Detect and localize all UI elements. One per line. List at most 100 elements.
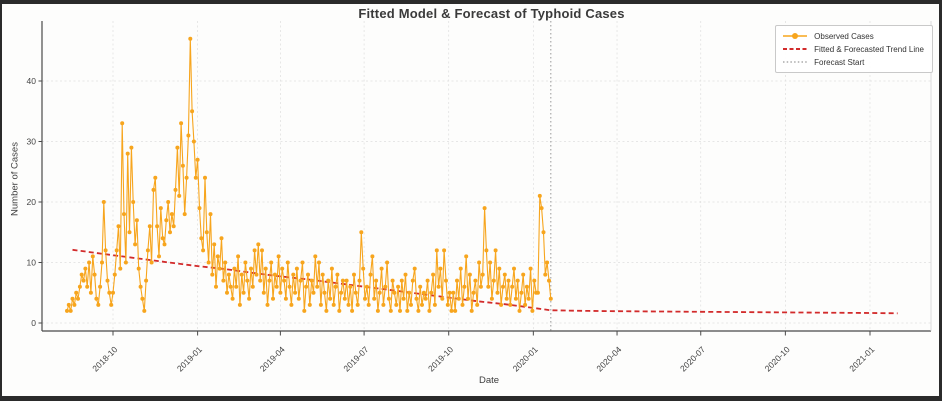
observed-data-point [280, 266, 285, 271]
observed-data-point [208, 212, 213, 217]
observed-data-point [324, 308, 329, 313]
observed-data-point [293, 290, 298, 295]
observed-data-point [287, 284, 292, 289]
observed-data-point [403, 272, 408, 277]
observed-data-point [193, 175, 198, 180]
observed-data-point [88, 290, 93, 295]
x-tick-label: 2019-01 [175, 344, 204, 373]
observed-data-point [226, 272, 231, 277]
observed-data-point [74, 290, 79, 295]
observed-data-point [283, 296, 288, 301]
observed-data-point [147, 224, 152, 229]
observed-data-point [109, 302, 114, 307]
observed-data-point [515, 278, 520, 283]
observed-data-point [92, 272, 97, 277]
observed-data-point [346, 302, 351, 307]
observed-data-point [504, 296, 509, 301]
observed-data-point [344, 278, 349, 283]
observed-data-point [423, 296, 428, 301]
observed-data-point [267, 278, 272, 283]
dotted-line-icon [783, 61, 808, 63]
observed-data-point [502, 272, 507, 277]
observed-data-point [499, 302, 504, 307]
observed-data-point [329, 266, 334, 271]
chart-title: Fitted Model & Forecast of Typhoid Cases [358, 6, 625, 21]
observed-data-point [186, 133, 191, 138]
observed-data-point [471, 290, 476, 295]
observed-data-point [274, 284, 279, 289]
observed-data-point [241, 290, 246, 295]
observed-data-point [364, 284, 369, 289]
observed-data-point [111, 290, 115, 295]
observed-data-point [188, 36, 193, 41]
observed-data-point [221, 278, 226, 283]
observed-data-point [482, 206, 487, 211]
legend-item-observed: Observed Cases [782, 30, 924, 42]
observed-data-point [203, 175, 207, 180]
observed-data-point [285, 260, 290, 265]
observed-data-point [473, 278, 478, 283]
observed-data-point [236, 254, 241, 259]
observed-data-point [335, 272, 340, 277]
plot-svg: 2018-10 2019-01 2019-04 2019-07 2019-10 2020-… [27, 21, 932, 373]
observed-data-point [164, 218, 169, 223]
observed-data-point [118, 266, 123, 271]
observed-data-point [225, 290, 229, 295]
observed-data-point [131, 200, 136, 204]
observed-data-point [184, 175, 189, 180]
observed-data-point [125, 151, 130, 156]
observed-data-point [199, 236, 204, 241]
observed-data-point [547, 278, 551, 283]
observed-data-point [210, 272, 215, 277]
observed-data-point [383, 284, 388, 289]
x-axis-label: Date [478, 375, 500, 386]
y-tick-label: 20 [27, 197, 37, 207]
observed-data-point [276, 254, 281, 259]
observed-data-point [370, 254, 375, 259]
observed-data-point [182, 212, 187, 217]
observed-data-point [388, 308, 393, 313]
observed-data-point [453, 308, 458, 313]
observed-data-point [122, 212, 126, 217]
observed-data-point [83, 266, 88, 271]
observed-data-point [263, 266, 268, 271]
observed-data-point [451, 290, 456, 295]
observed-data-point [374, 278, 379, 283]
observed-data-point [493, 248, 498, 253]
observed-data-point [162, 242, 167, 247]
observed-data-point [296, 296, 301, 301]
observed-data-point [195, 157, 200, 162]
observed-data-point [315, 284, 320, 289]
y-axis-label: Number of Cases [9, 142, 21, 216]
observed-data-point [201, 248, 206, 253]
observed-data-point [486, 284, 491, 289]
observed-data-point [480, 272, 485, 277]
observed-data-point [309, 278, 314, 283]
observed-data-point [425, 278, 430, 283]
observed-data-point [249, 266, 253, 271]
observed-data-point [72, 302, 77, 307]
observed-data-point [180, 163, 185, 168]
y-tick-label: 40 [27, 76, 37, 86]
observed-data-point [427, 308, 432, 313]
observed-data-point [420, 302, 424, 307]
observed-data-point [306, 272, 310, 277]
observed-data-point [416, 308, 421, 313]
observed-data-point [138, 284, 143, 289]
observed-data-point [328, 296, 333, 301]
observed-data-point [394, 302, 399, 307]
observed-data-point [271, 296, 275, 301]
observed-data-point [333, 284, 338, 289]
observed-data-point [491, 278, 496, 283]
observed-data-point [467, 272, 472, 277]
observed-data-point [145, 248, 150, 253]
observed-data-point [414, 296, 419, 301]
observed-data-point [103, 248, 108, 253]
observed-data-point [265, 302, 270, 307]
observed-data-point [87, 260, 92, 265]
observed-data-point [548, 296, 553, 301]
observed-data-point [489, 296, 494, 301]
observed-data-point [155, 224, 160, 229]
observed-data-point [260, 248, 264, 253]
